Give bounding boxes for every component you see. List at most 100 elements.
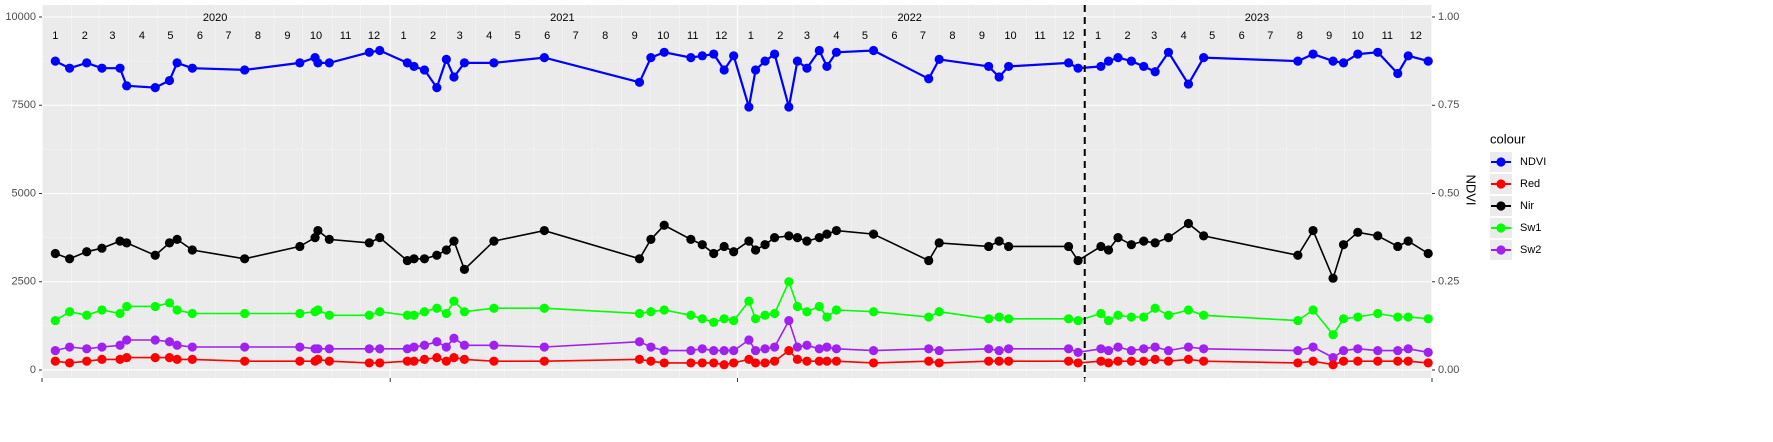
data-point [984, 356, 994, 366]
data-point [1139, 344, 1149, 354]
data-point [924, 344, 934, 354]
data-point [1308, 225, 1318, 236]
month-label: 9 [979, 30, 985, 42]
data-point [172, 354, 182, 364]
month-label: 10 [657, 30, 669, 42]
data-point [1293, 250, 1303, 260]
data-point [769, 49, 780, 59]
data-point [364, 47, 374, 57]
data-point [459, 307, 470, 317]
data-point [1338, 345, 1349, 356]
data-point [686, 310, 696, 320]
data-point [924, 74, 934, 84]
data-point [50, 345, 60, 356]
data-point [1096, 356, 1106, 366]
data-point [984, 314, 994, 324]
data-point [1403, 344, 1413, 354]
data-point [814, 356, 824, 366]
data-point [240, 65, 250, 75]
month-label: 2 [82, 30, 88, 42]
data-point [750, 314, 761, 324]
data-point [792, 342, 803, 352]
data-point [172, 305, 182, 315]
month-label: 8 [255, 30, 261, 42]
data-point [719, 360, 729, 370]
data-point [409, 254, 419, 264]
data-point [1073, 255, 1083, 266]
data-point [1113, 342, 1123, 352]
data-point [1393, 241, 1403, 252]
legend-label: Sw2 [1520, 244, 1541, 256]
data-point [686, 52, 696, 63]
data-point [539, 225, 549, 236]
data-point [868, 358, 879, 368]
data-point [1113, 356, 1123, 366]
data-point [1423, 56, 1433, 66]
data-point [324, 356, 334, 366]
month-label: 10 [1004, 30, 1016, 42]
month-label: 3 [457, 30, 463, 42]
data-point [419, 65, 430, 75]
data-point [646, 234, 656, 244]
data-point [1338, 356, 1349, 366]
data-point [984, 241, 994, 252]
month-label: 7 [920, 30, 926, 42]
data-point [1126, 345, 1136, 356]
data-point [375, 45, 385, 56]
data-point [760, 240, 770, 250]
data-point [934, 238, 944, 248]
data-point [1293, 315, 1303, 326]
data-point [750, 345, 761, 356]
month-label: 4 [1181, 30, 1187, 42]
data-point [419, 307, 430, 317]
data-point [164, 75, 175, 86]
data-point [1073, 315, 1083, 326]
data-point [729, 247, 739, 257]
data-point [295, 241, 305, 252]
data-point [240, 308, 250, 319]
data-point [419, 354, 430, 364]
data-point [1063, 344, 1074, 354]
data-point [1393, 312, 1403, 322]
data-point [164, 298, 175, 308]
data-point [1163, 233, 1174, 243]
data-point [1373, 308, 1383, 319]
data-point [1103, 245, 1114, 255]
data-point [324, 234, 334, 244]
data-point [784, 102, 794, 112]
data-point [1308, 342, 1318, 352]
data-point [97, 354, 107, 364]
data-point [50, 356, 60, 366]
data-point [784, 231, 794, 241]
data-point [802, 356, 812, 366]
data-point [697, 314, 707, 324]
month-label: 11 [687, 30, 698, 42]
data-point [1353, 227, 1363, 237]
data-point [539, 303, 549, 313]
data-point [1308, 305, 1318, 315]
data-point [164, 337, 175, 347]
y-tick-label: 10000 [5, 11, 36, 23]
data-point [449, 72, 459, 82]
data-point [994, 312, 1004, 322]
data-point [187, 308, 197, 319]
data-point [409, 356, 419, 366]
data-point [402, 310, 412, 320]
data-point [802, 307, 812, 317]
data-point [744, 102, 754, 112]
data-point [459, 340, 470, 350]
data-point [634, 337, 645, 347]
data-point [295, 342, 305, 352]
data-point [375, 233, 385, 243]
data-point [814, 301, 824, 312]
data-point [1163, 356, 1174, 366]
data-point [432, 303, 442, 313]
data-point [150, 353, 160, 363]
data-point [1183, 354, 1194, 364]
data-point [1183, 305, 1194, 315]
data-point [295, 356, 305, 366]
data-point [1150, 354, 1160, 364]
month-label: 7 [573, 30, 579, 42]
data-point [792, 301, 803, 312]
data-point [1113, 52, 1123, 63]
